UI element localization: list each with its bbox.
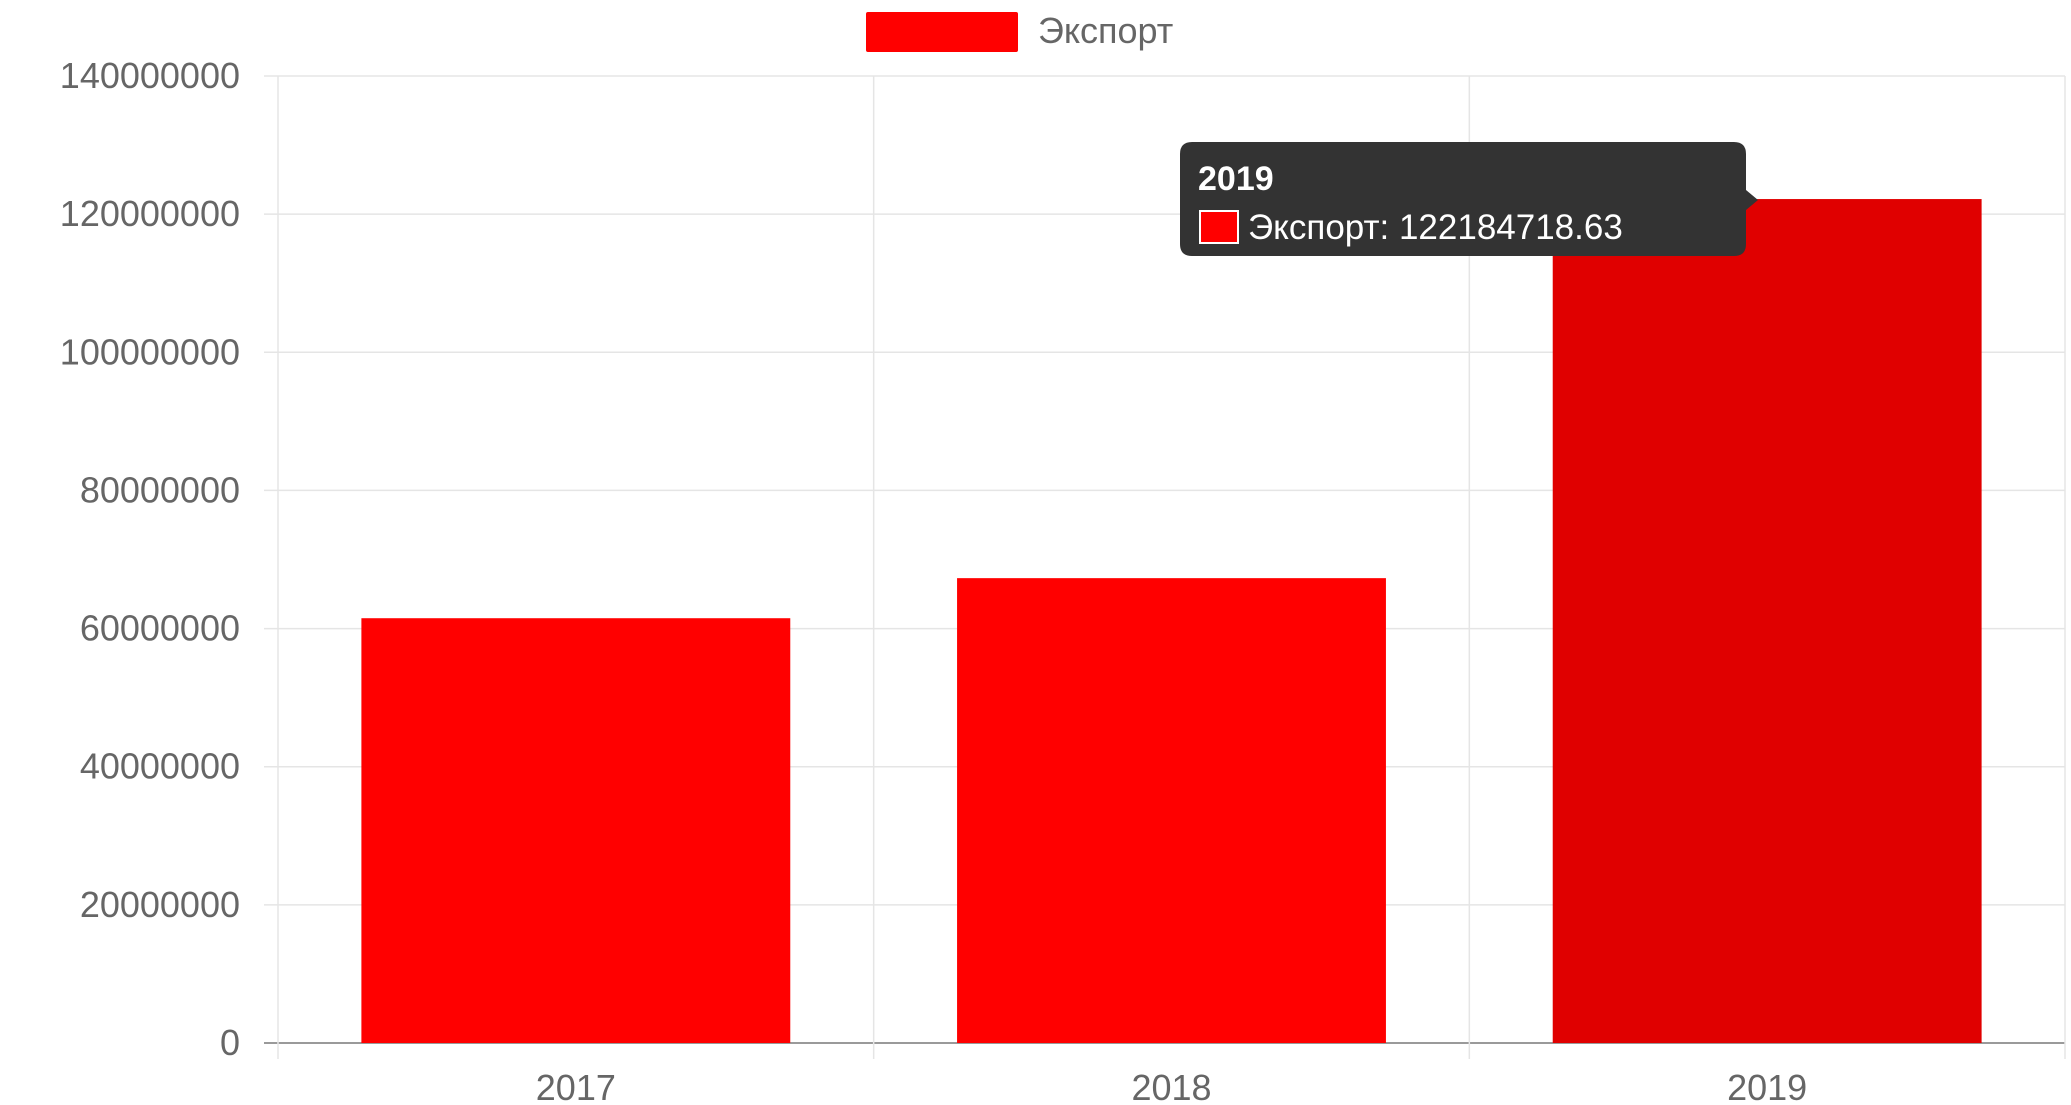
legend-label: Экспорт xyxy=(1038,10,1173,51)
bars xyxy=(361,199,1982,1044)
tooltip-title: 2019 xyxy=(1198,160,1274,198)
tooltip-box xyxy=(1180,142,1758,256)
y-tick-label: 80000000 xyxy=(80,469,240,510)
y-axis: 0 20000000 40000000 60000000 80000000 1000000… xyxy=(60,55,240,1063)
y-tick-label: 40000000 xyxy=(80,746,240,787)
x-tick-label: 2018 xyxy=(1131,1067,1211,1105)
bar-2019[interactable] xyxy=(1552,199,1982,1044)
x-tick-label: 2019 xyxy=(1727,1067,1807,1105)
legend[interactable]: Экспорт xyxy=(866,10,1173,52)
y-tick-label: 100000000 xyxy=(60,331,240,372)
y-tick-label: 0 xyxy=(220,1022,240,1063)
y-tick-label: 120000000 xyxy=(60,193,240,234)
tooltip: 2019 Экспорт: 122184718.63 xyxy=(1180,142,1758,256)
y-tick-label: 140000000 xyxy=(60,55,240,96)
x-tick-label: 2017 xyxy=(536,1067,616,1105)
tooltip-swatch xyxy=(1199,210,1239,244)
legend-swatch xyxy=(866,12,1018,52)
bar-2018[interactable] xyxy=(957,578,1386,1043)
bar-2017[interactable] xyxy=(361,618,791,1043)
x-axis: 2017 2018 2019 xyxy=(536,1067,1807,1105)
tooltip-body: Экспорт: 122184718.63 xyxy=(1248,208,1623,247)
y-tick-label: 60000000 xyxy=(80,608,240,649)
y-tick-label: 20000000 xyxy=(80,884,240,925)
